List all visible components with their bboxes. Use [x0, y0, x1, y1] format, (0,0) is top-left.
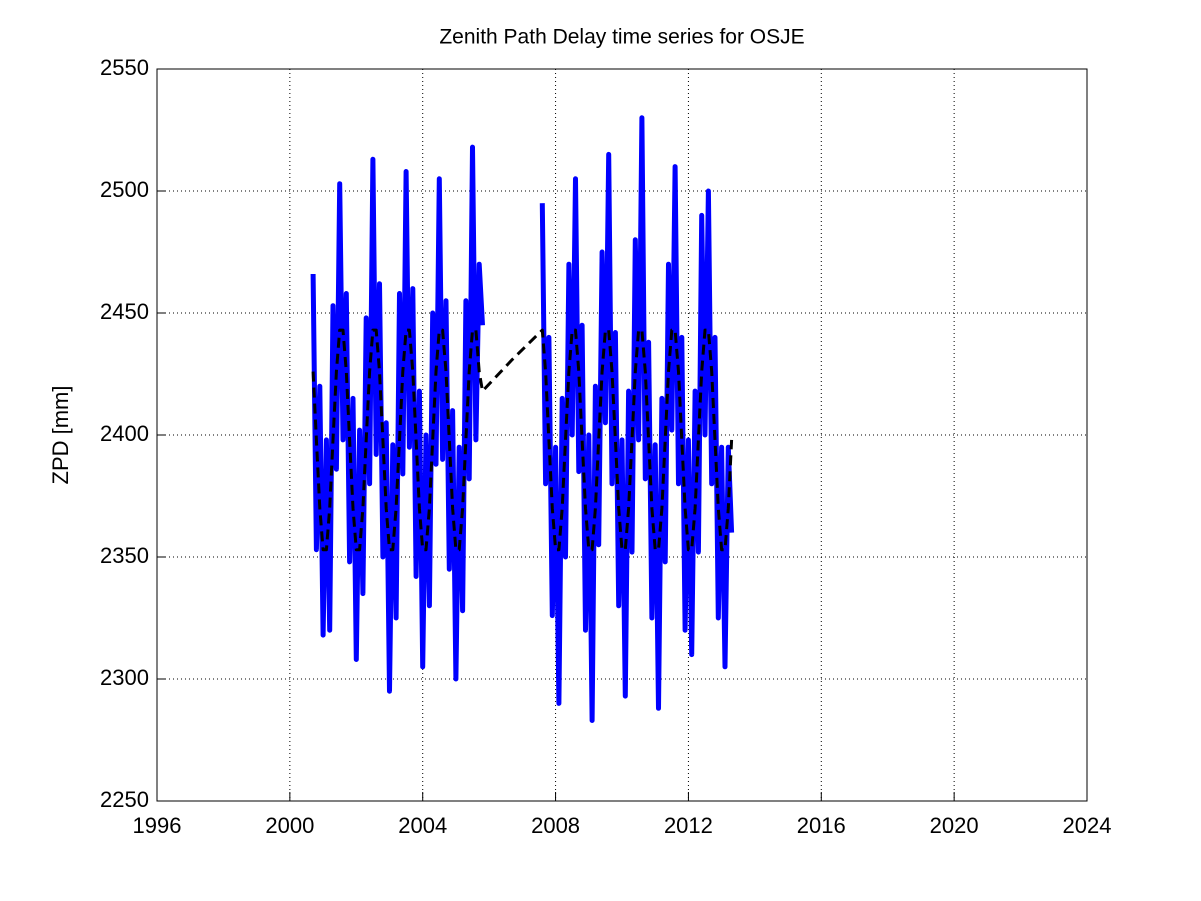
x-tick-label: 2020	[930, 813, 979, 838]
y-tick-label: 2500	[100, 177, 149, 202]
plot-frame	[156, 68, 1088, 802]
y-tick-label: 2550	[100, 55, 149, 80]
x-tick-label: 1996	[133, 813, 182, 838]
x-tick-label: 2024	[1063, 813, 1112, 838]
x-tick-label: 2016	[797, 813, 846, 838]
y-tick-label: 2400	[100, 421, 149, 446]
x-tick-label: 2008	[531, 813, 580, 838]
y-tick-label: 2250	[100, 787, 149, 812]
y-tick-label: 2300	[100, 665, 149, 690]
chart-title: Zenith Path Delay time series for OSJE	[439, 26, 804, 49]
y-tick-label: 2350	[100, 543, 149, 568]
y-axis-label: ZPD [mm]	[48, 386, 73, 485]
x-tick-label: 2000	[265, 813, 314, 838]
x-tick-label: 2012	[664, 813, 713, 838]
y-tick-label: 2450	[100, 299, 149, 324]
x-tick-label: 2004	[398, 813, 447, 838]
series-line	[311, 328, 734, 552]
